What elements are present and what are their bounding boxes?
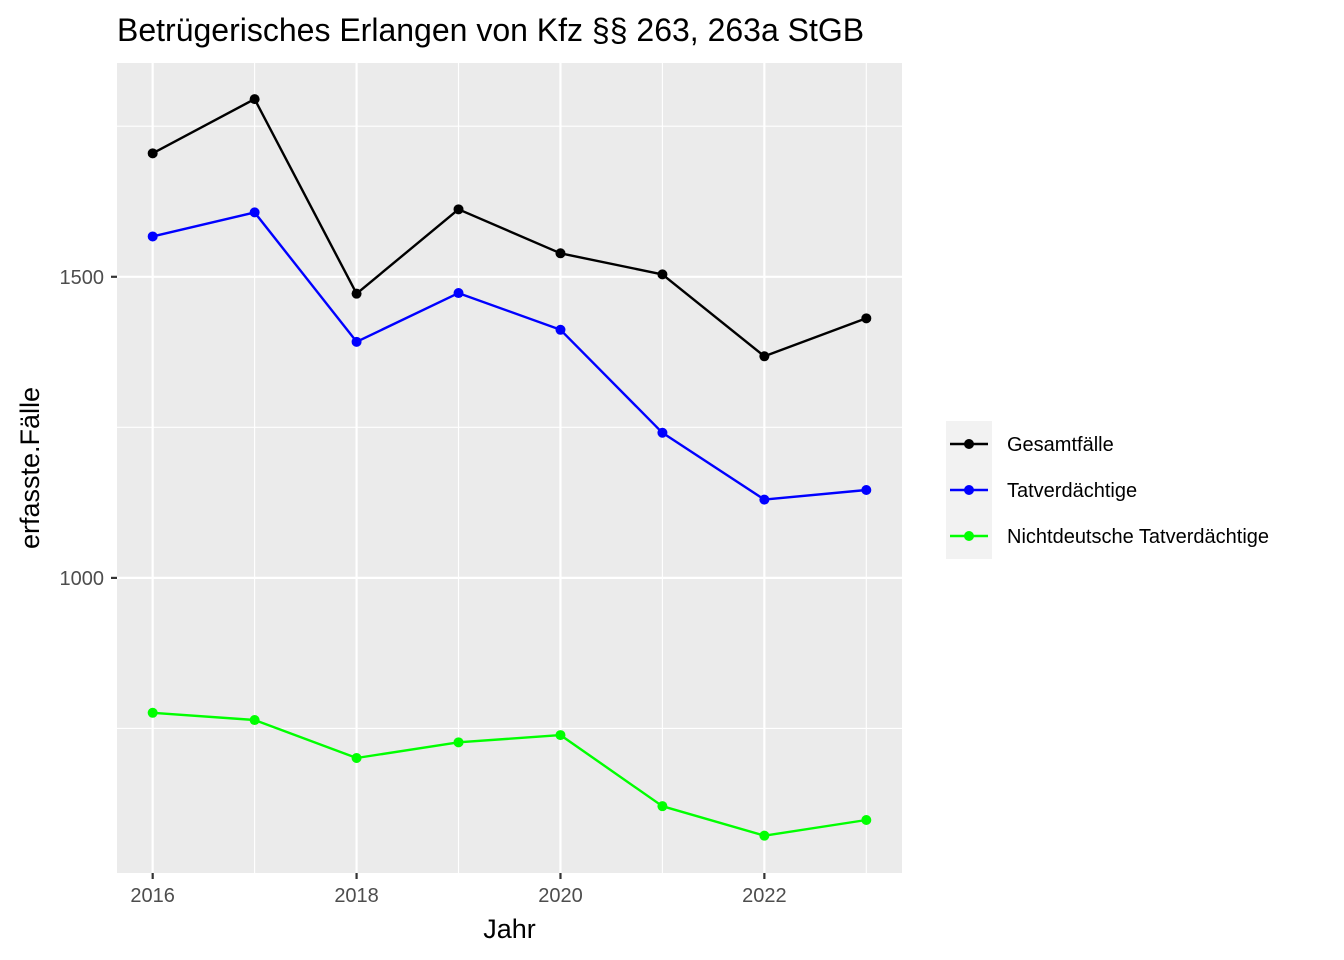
data-point <box>147 148 158 159</box>
data-point <box>351 288 362 299</box>
data-point <box>453 204 464 215</box>
legend-key-point <box>964 485 974 495</box>
legend-key-point <box>964 439 974 449</box>
y-axis-title: erfasste.Fälle <box>15 387 45 549</box>
legend-label: Tatverdächtige <box>1007 480 1137 502</box>
x-tick-label: 2020 <box>538 885 583 907</box>
data-point <box>555 730 566 741</box>
data-point <box>249 94 260 105</box>
data-point <box>453 737 464 748</box>
data-point <box>351 336 362 347</box>
x-tick-label: 2022 <box>742 885 787 907</box>
legend: Gesamtfälle Tatverdächtige Nichtdeutsche T… <box>946 421 1269 559</box>
x-tick-label: 2018 <box>334 885 379 907</box>
data-point <box>555 324 566 335</box>
axis-ticks <box>111 275 766 879</box>
tick-labels: 2016 2018 2020 2022 1000 1500 <box>60 267 787 907</box>
data-point <box>555 248 566 259</box>
series-layer <box>147 94 872 841</box>
data-point <box>351 752 362 763</box>
legend-label: Nichtdeutsche Tatverdächtige <box>1007 526 1269 548</box>
data-point <box>147 707 158 718</box>
series-line <box>152 97 867 358</box>
data-point <box>657 801 668 812</box>
series-line <box>152 711 867 837</box>
series-line <box>152 211 867 501</box>
y-tick-label: 1500 <box>60 267 105 289</box>
data-point <box>759 351 770 362</box>
chart-title: Betrügerisches Erlangen von Kfz §§ 263, … <box>117 12 864 48</box>
data-point <box>861 484 872 495</box>
data-point <box>657 427 668 438</box>
legend-label: Gesamtfälle <box>1007 434 1114 456</box>
x-tick-label: 2016 <box>130 885 175 907</box>
data-point <box>147 231 158 242</box>
data-point <box>249 207 260 218</box>
legend-key-point <box>964 531 974 541</box>
y-tick-label: 1000 <box>60 568 105 590</box>
plot-panel <box>117 63 902 873</box>
data-point <box>759 830 770 841</box>
data-point <box>861 815 872 826</box>
data-point <box>657 269 668 280</box>
data-point <box>759 494 770 505</box>
data-point <box>249 715 260 726</box>
x-axis-title: Jahr <box>483 914 536 944</box>
minor-gridlines <box>117 63 902 873</box>
data-point <box>861 313 872 324</box>
data-point <box>453 288 464 299</box>
